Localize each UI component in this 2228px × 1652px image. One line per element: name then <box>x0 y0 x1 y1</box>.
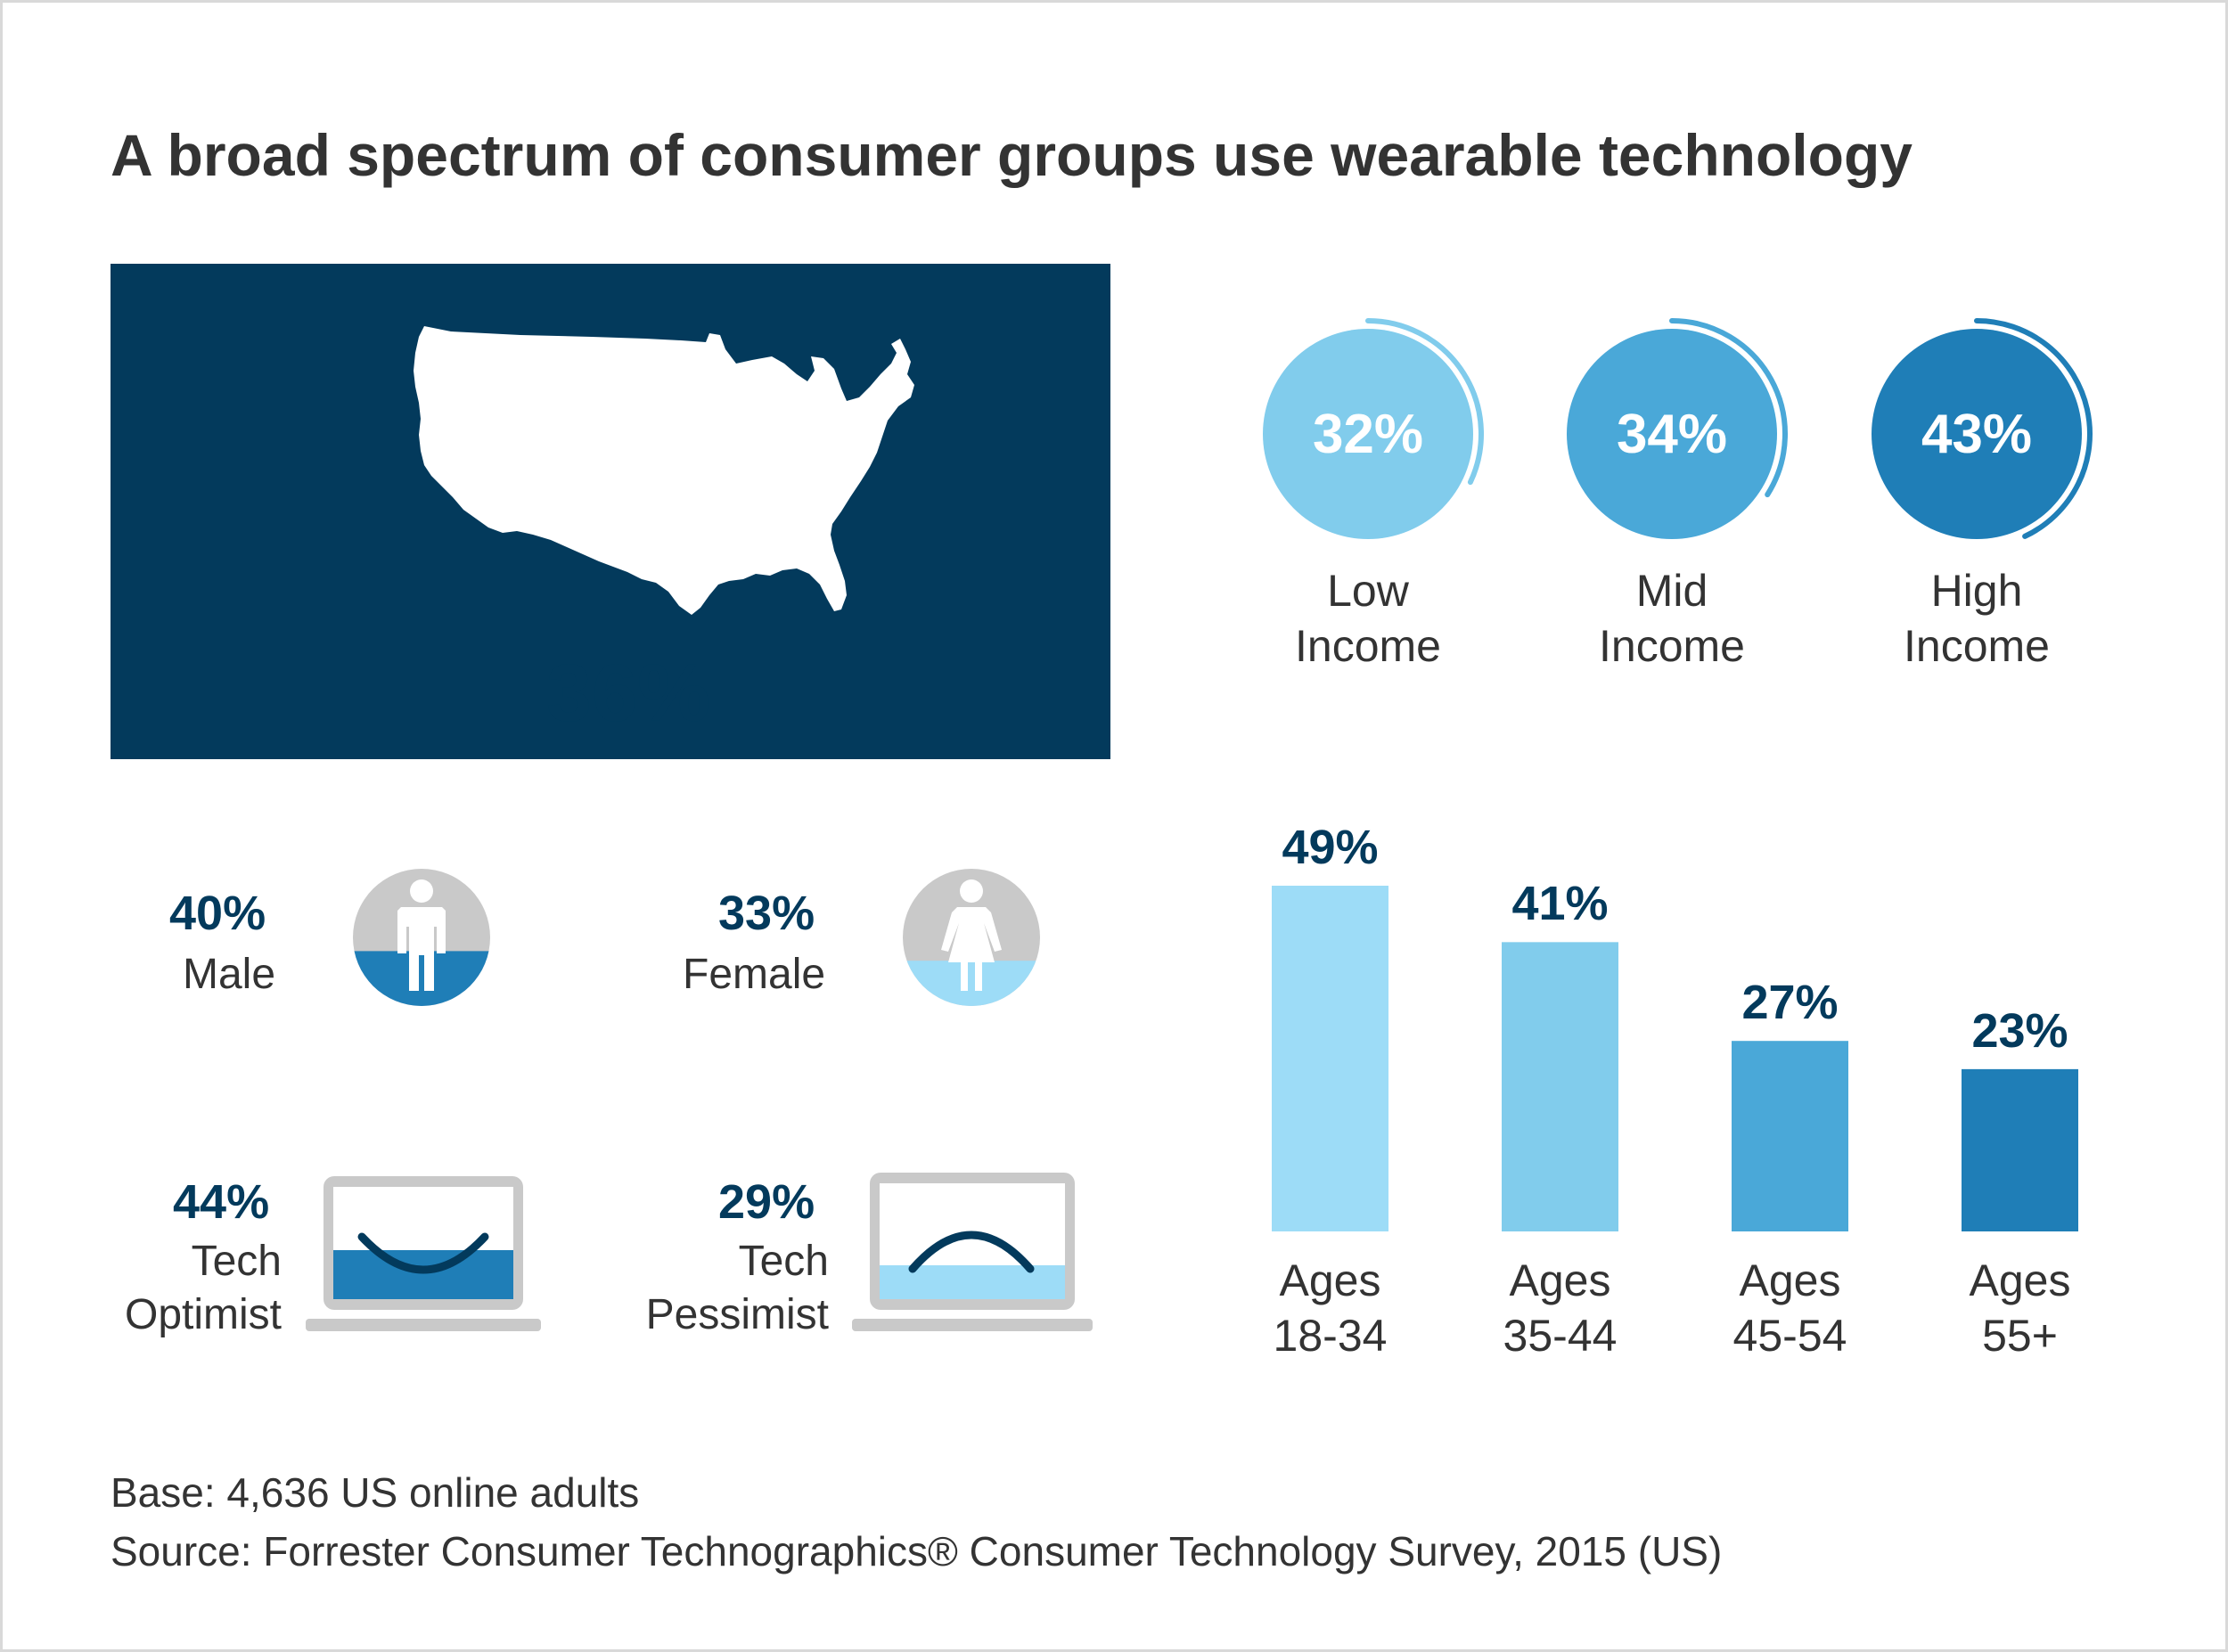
income-value-high: 43% <box>1921 404 2033 465</box>
age-bar-label-2-line1: Ages <box>1739 1255 1841 1305</box>
optimist-label: Tech Optimist <box>112 1235 282 1342</box>
age-bar-label-1-line1: Ages <box>1509 1255 1611 1305</box>
age-bar-value-1: 41% <box>1511 877 1609 931</box>
income-label-high-line1: High <box>1930 566 2023 616</box>
age-bar-1 <box>1502 942 1618 1231</box>
income-label-high-line2: Income <box>1904 621 2050 671</box>
age-bar-value-3: 23% <box>1971 1003 2068 1058</box>
footer-source: Source: Forrester Consumer Technographic… <box>111 1528 1723 1574</box>
age-bar-3 <box>1962 1068 2078 1231</box>
income-label-low-line2: Income <box>1295 621 1441 671</box>
age-bar-0 <box>1272 886 1388 1231</box>
man-icon <box>353 869 490 1006</box>
age-bar-value-2: 27% <box>1741 976 1839 1030</box>
age-bar-label-3-line2: 55+ <box>1982 1311 2058 1361</box>
female-value: 33% <box>718 887 815 940</box>
income-label-low: Low Income <box>1252 563 1484 674</box>
income-value-low: 32% <box>1312 404 1424 465</box>
male-label: Male <box>183 951 276 998</box>
pessimist-label-line1: Tech <box>738 1238 829 1285</box>
income-label-mid-line1: Mid <box>1635 566 1708 616</box>
age-bar-label-1: Ages 35-44 <box>1480 1253 1641 1363</box>
income-arc-low <box>1365 318 1484 486</box>
optimist-label-line1: Tech <box>191 1238 282 1285</box>
hero-panel: 36% Total US online adults use wearable … <box>111 264 1110 939</box>
age-bar-label-2-line2: 45-54 <box>1732 1311 1847 1361</box>
age-bar-label-0-line2: 18-34 <box>1273 1311 1388 1361</box>
hero-caption-line1: Total US online adults <box>387 835 834 882</box>
pessimist-label-line2: Pessimist <box>645 1291 829 1338</box>
income-circle-high <box>1872 318 2093 539</box>
income-circle-high-disc <box>1872 329 2082 539</box>
income-arc-high <box>1974 318 2093 539</box>
age-bar-label-2: Ages 45-54 <box>1710 1253 1871 1363</box>
hero-value: 36% <box>545 648 711 739</box>
female-label: Female <box>683 951 826 998</box>
age-bar-label-1-line2: 35-44 <box>1503 1311 1618 1361</box>
income-label-mid-line2: Income <box>1599 621 1745 671</box>
age-bar-value-0: 49% <box>1282 821 1379 874</box>
income-label-mid: Mid Income <box>1556 563 1788 674</box>
age-bar-label-0-line1: Ages <box>1279 1255 1381 1305</box>
laptop-smile-icon <box>306 1176 541 1331</box>
footer-base: Base: 4,636 US online adults <box>111 1469 640 1516</box>
age-bar-label-0: Ages 18-34 <box>1250 1253 1411 1363</box>
income-circle-mid <box>1567 318 1788 539</box>
us-map-icon <box>414 326 914 615</box>
income-label-high: High Income <box>1861 563 2093 674</box>
income-value-mid: 34% <box>1616 404 1728 465</box>
income-circle-low-disc <box>1263 329 1473 539</box>
male-value: 40% <box>169 887 266 940</box>
optimist-value: 44% <box>173 1175 270 1229</box>
income-label-low-line1: Low <box>1327 566 1409 616</box>
age-bar-label-3: Ages 55+ <box>1940 1253 2101 1363</box>
page-title: A broad spectrum of consumer groups use … <box>111 122 1913 188</box>
pessimist-value: 29% <box>718 1175 815 1229</box>
pessimist-label: Tech Pessimist <box>624 1235 829 1342</box>
laptop-frown-icon <box>852 1173 1093 1331</box>
age-bar-label-3-line1: Ages <box>1969 1255 2071 1305</box>
income-circle-low <box>1263 318 1484 539</box>
income-arc-mid <box>1669 318 1788 498</box>
optimist-label-line2: Optimist <box>124 1291 282 1338</box>
age-bar-2 <box>1732 1041 1848 1231</box>
income-circle-mid-disc <box>1567 329 1777 539</box>
